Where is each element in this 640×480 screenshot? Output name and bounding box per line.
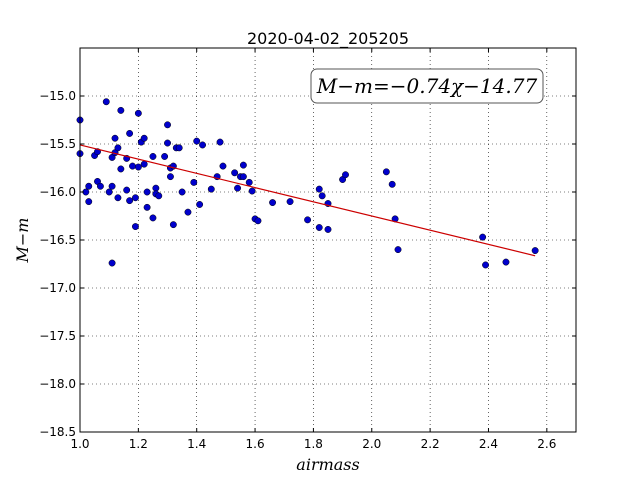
data-point bbox=[531, 247, 539, 255]
data-point bbox=[164, 139, 171, 147]
data-point bbox=[239, 161, 247, 169]
data-point bbox=[149, 153, 157, 160]
data-point bbox=[304, 216, 312, 224]
data-point bbox=[134, 163, 142, 171]
data-point bbox=[234, 184, 242, 192]
data-point bbox=[152, 184, 160, 192]
data-point bbox=[108, 182, 116, 190]
y-tick-label: −18.5 bbox=[39, 425, 76, 439]
annotation-text: M−m=−0.74χ−14.77 bbox=[316, 74, 538, 98]
x-tick-label: 2.4 bbox=[479, 437, 498, 451]
x-tick-label: 1.0 bbox=[70, 437, 89, 451]
data-point bbox=[102, 98, 110, 106]
data-point bbox=[315, 224, 323, 231]
data-point bbox=[155, 192, 163, 200]
data-point bbox=[245, 178, 253, 186]
data-point bbox=[315, 185, 323, 193]
data-point bbox=[502, 258, 510, 266]
data-point bbox=[219, 162, 227, 170]
x-tick-label: 1.2 bbox=[129, 437, 148, 451]
data-point bbox=[318, 192, 326, 200]
data-point bbox=[108, 259, 116, 267]
y-axis-label: M−m bbox=[13, 218, 32, 264]
data-point bbox=[134, 109, 142, 117]
data-point bbox=[196, 201, 204, 208]
data-point bbox=[382, 168, 390, 176]
y-axis-ticks: −15.0 −15.5 −16.0 −16.5 −17.0 −17.5 −18.0 −18.5 bbox=[39, 89, 576, 439]
grid bbox=[79, 48, 576, 433]
data-point bbox=[96, 182, 104, 190]
x-tick-label: 2.2 bbox=[421, 437, 440, 451]
data-point bbox=[193, 137, 201, 145]
data-point bbox=[149, 214, 157, 222]
x-tick-label: 1.4 bbox=[187, 437, 206, 451]
data-point bbox=[85, 182, 93, 190]
x-tick-label: 1.8 bbox=[304, 437, 323, 451]
data-point bbox=[342, 171, 349, 179]
y-tick-label: −16.5 bbox=[39, 233, 76, 247]
data-point bbox=[123, 186, 131, 194]
x-axis-ticks: 1.0 1.2 1.4 1.6 1.8 2.0 2.2 2.4 2.6 bbox=[70, 48, 556, 451]
data-point bbox=[254, 217, 262, 225]
data-point bbox=[207, 185, 215, 193]
y-tick-label: −17.0 bbox=[39, 281, 76, 295]
data-point bbox=[111, 134, 119, 142]
data-point bbox=[140, 160, 148, 168]
fit-line-group bbox=[79, 144, 536, 257]
data-point bbox=[175, 144, 183, 152]
data-point bbox=[117, 106, 125, 114]
data-point bbox=[248, 187, 256, 195]
data-point bbox=[126, 129, 134, 137]
data-point bbox=[231, 169, 239, 177]
data-point bbox=[143, 188, 151, 196]
y-tick-label: −18.0 bbox=[39, 377, 76, 391]
data-point bbox=[114, 144, 122, 152]
data-point bbox=[169, 221, 177, 229]
data-point bbox=[85, 198, 93, 206]
data-point bbox=[114, 194, 122, 202]
data-point bbox=[140, 134, 148, 142]
y-tick-label: −15.5 bbox=[39, 137, 76, 151]
data-point bbox=[479, 233, 487, 241]
x-tick-label: 2.0 bbox=[362, 437, 381, 451]
annotation-box bbox=[310, 68, 544, 104]
data-point bbox=[131, 223, 139, 231]
data-point bbox=[164, 121, 171, 129]
data-point bbox=[105, 188, 113, 196]
data-point bbox=[143, 203, 151, 211]
data-point bbox=[190, 178, 198, 186]
data-point bbox=[129, 162, 136, 170]
data-point bbox=[161, 153, 169, 160]
fit-line bbox=[79, 144, 536, 257]
data-point bbox=[286, 198, 294, 206]
x-tick-label: 1.6 bbox=[246, 437, 265, 451]
data-point bbox=[178, 188, 186, 196]
data-point bbox=[482, 261, 490, 269]
data-point bbox=[269, 199, 277, 207]
data-points bbox=[76, 98, 539, 269]
data-point bbox=[184, 208, 192, 216]
data-point bbox=[324, 225, 332, 233]
data-point bbox=[126, 197, 134, 205]
x-tick-label: 2.6 bbox=[537, 437, 556, 451]
data-point bbox=[199, 141, 206, 149]
fit-annotation: M−m=−0.74χ−14.77 bbox=[310, 68, 544, 104]
data-point bbox=[388, 180, 396, 188]
data-point bbox=[166, 173, 174, 181]
y-tick-label: −15.0 bbox=[39, 89, 76, 103]
data-point bbox=[216, 138, 224, 146]
data-point bbox=[131, 194, 139, 202]
y-tick-label: −17.5 bbox=[39, 329, 76, 343]
x-axis-label: airmass bbox=[296, 455, 359, 474]
chart-title: 2020-04-02_205205 bbox=[247, 29, 409, 49]
data-point bbox=[239, 173, 247, 181]
data-point bbox=[394, 246, 402, 254]
y-tick-label: −16.0 bbox=[39, 185, 76, 199]
data-point bbox=[117, 165, 125, 173]
